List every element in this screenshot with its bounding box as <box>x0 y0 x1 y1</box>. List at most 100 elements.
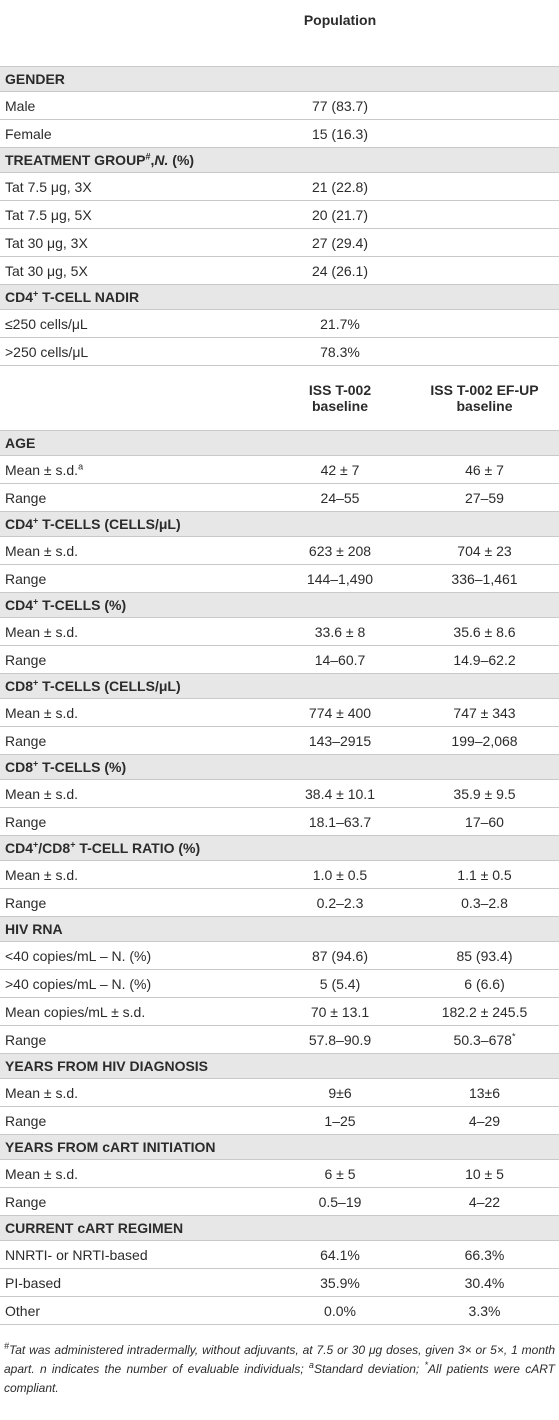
text: 87 (94.6) <box>311 947 369 964</box>
text: Range <box>5 1112 47 1129</box>
data-row: Range 143–2915 199–2,068 <box>0 726 559 755</box>
text: 42 ± 7 <box>320 461 360 478</box>
text: 46 ± 7 <box>465 461 504 478</box>
value-cell: 6 ± 5 <box>270 1159 410 1188</box>
text: 27–59 <box>465 489 504 506</box>
data-row: Mean ± s.d.a 42 ± 7 46 ± 7 <box>0 455 559 484</box>
value-cell <box>410 256 559 285</box>
text: 143–2915 <box>308 732 372 749</box>
text: /CD8 <box>38 840 71 856</box>
section-header: CD4+/CD8+ T-CELL RATIO (%) <box>0 835 559 861</box>
value-cell <box>410 228 559 257</box>
text: 1.1 ± 0.5 <box>457 866 512 883</box>
text: Other <box>5 1302 41 1319</box>
text: Male <box>5 97 36 114</box>
value-cell: 33.6 ± 8 <box>270 617 410 646</box>
value-cell: 9±6 <box>270 1078 410 1107</box>
text: Population <box>303 12 377 28</box>
label-cell: Mean copies/mL ± s.d. <box>0 997 270 1026</box>
data-row: Tat 30 μg, 5X 24 (26.1) <box>0 256 559 285</box>
value-cell: 14.9–62.2 <box>410 645 559 674</box>
data-row: Female 15 (16.3) <box>0 119 559 148</box>
text: 18.1–63.7 <box>308 813 372 830</box>
text: Mean ± s.d. <box>5 785 79 802</box>
text: ≤250 cells/μL <box>5 315 88 332</box>
italic-text: N. <box>154 152 169 168</box>
data-row: Tat 7.5 μg, 3X 21 (22.8) <box>0 172 559 201</box>
text: All patients were cART compliant. <box>4 1362 555 1395</box>
text: 5 (5.4) <box>319 975 361 992</box>
section-title: CD4+ T-CELL NADIR <box>0 284 559 310</box>
section-header: CD4+ T-CELL NADIR <box>0 284 559 310</box>
header-row: ISS T-002 baseline ISS T-002 EF-UP baseline <box>0 365 559 431</box>
text: 9±6 <box>328 1084 352 1101</box>
data-row: NNRTI- or NRTI-based 64.1% 66.3% <box>0 1240 559 1269</box>
section-header: AGE <box>0 430 559 456</box>
text: CD4 <box>5 516 34 532</box>
text: CURRENT cART REGIMEN <box>5 1220 184 1236</box>
text: Tat 30 μg, 3X <box>5 234 88 251</box>
text: 14–60.7 <box>314 651 366 668</box>
section-title: CD8+ T-CELLS (%) <box>0 754 559 780</box>
text: 30.4% <box>464 1274 505 1291</box>
value-cell: 27 (29.4) <box>270 228 410 257</box>
value-cell: 704 ± 23 <box>410 536 559 565</box>
label-cell: Mean ± s.d. <box>0 779 270 808</box>
section-title: TREATMENT GROUP#,N. (%) <box>0 147 559 173</box>
text: 50.3–678 <box>453 1031 512 1048</box>
text: 17–60 <box>465 813 504 830</box>
text: 704 ± 23 <box>457 542 512 559</box>
label-cell: Range <box>0 645 270 674</box>
text: 182.2 ± 245.5 <box>441 1003 528 1020</box>
header-cell <box>0 365 270 431</box>
text: 336–1,461 <box>451 570 518 587</box>
text: 0.0% <box>324 1302 356 1319</box>
value-cell <box>410 119 559 148</box>
value-cell <box>410 172 559 201</box>
value-cell: 3.3% <box>410 1296 559 1325</box>
text: 21 (22.8) <box>311 178 369 195</box>
label-cell: PI-based <box>0 1268 270 1297</box>
label-cell: Mean ± s.d. <box>0 698 270 727</box>
text: 0.3–2.8 <box>461 894 508 911</box>
data-row: Mean ± s.d. 623 ± 208 704 ± 23 <box>0 536 559 565</box>
superscript: + <box>33 288 39 299</box>
text: ISS T-002 EF-UP <box>430 382 539 398</box>
value-cell: 21 (22.8) <box>270 172 410 201</box>
text: 1–25 <box>324 1112 356 1129</box>
value-cell: 46 ± 7 <box>410 455 559 484</box>
data-row: Range 18.1–63.7 17–60 <box>0 807 559 836</box>
text: 35.9 ± 9.5 <box>453 785 516 802</box>
section-header: YEARS FROM HIV DIAGNOSIS <box>0 1053 559 1079</box>
data-row: Tat 30 μg, 3X 27 (29.4) <box>0 228 559 257</box>
section-title: YEARS FROM cART INITIATION <box>0 1134 559 1160</box>
superscript: * <box>424 1360 429 1370</box>
text: Range <box>5 489 47 506</box>
value-cell <box>410 91 559 120</box>
header-cell: ISS T-002 EF-UP baseline <box>410 365 559 431</box>
value-cell: 143–2915 <box>270 726 410 755</box>
label-cell: Female <box>0 119 270 148</box>
value-cell: 50.3–678* <box>410 1025 559 1054</box>
superscript: * <box>511 1030 516 1041</box>
text: baseline <box>456 398 513 414</box>
value-cell: 14–60.7 <box>270 645 410 674</box>
label-cell: Range <box>0 807 270 836</box>
value-cell: 4–22 <box>410 1187 559 1216</box>
value-cell: 66.3% <box>410 1240 559 1269</box>
section-title: CD4+/CD8+ T-CELL RATIO (%) <box>0 835 559 861</box>
text: 85 (93.4) <box>456 947 513 964</box>
text: AGE <box>5 435 36 451</box>
text: Range <box>5 813 47 830</box>
value-cell: 18.1–63.7 <box>270 807 410 836</box>
text: Tat was administered intradermally, with… <box>4 1343 555 1376</box>
value-cell <box>410 309 559 338</box>
value-cell: 17–60 <box>410 807 559 836</box>
text: CD4 <box>5 840 34 856</box>
value-cell: 57.8–90.9 <box>270 1025 410 1054</box>
data-row: Mean ± s.d. 774 ± 400 747 ± 343 <box>0 698 559 727</box>
value-cell: 4–29 <box>410 1106 559 1135</box>
text: Female <box>5 125 52 142</box>
label-cell: Other <box>0 1296 270 1325</box>
label-cell: Mean ± s.d.a <box>0 455 270 484</box>
